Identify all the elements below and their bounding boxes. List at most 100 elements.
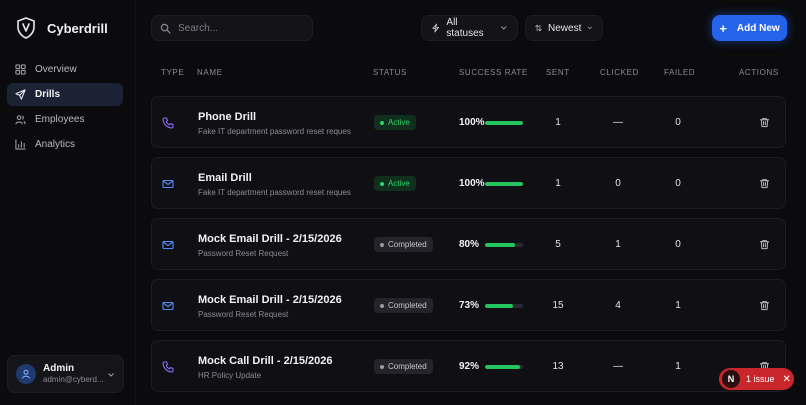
drills-table: Phone Drill Fake IT department password r…	[151, 96, 786, 401]
status-filter-dropdown[interactable]: All statuses	[421, 15, 518, 41]
shield-logo-icon	[17, 17, 35, 39]
sent-count: 1	[555, 117, 561, 128]
failed-count: 1	[675, 361, 681, 372]
sort-label: Newest	[548, 22, 582, 34]
drill-name-cell: Mock Call Drill - 2/15/2026 HR Policy Upd…	[198, 355, 368, 380]
clicked-count: 1	[615, 239, 621, 250]
success-rate-bar	[485, 120, 523, 125]
header-actions: ACTIONS	[739, 68, 779, 77]
trash-icon[interactable]	[759, 300, 770, 311]
failed-count: 0	[675, 178, 681, 189]
status-badge: Completed	[374, 359, 433, 374]
sort-dropdown[interactable]: Newest	[525, 15, 603, 41]
clicked-count: 0	[615, 178, 621, 189]
status-badge: Completed	[374, 298, 433, 313]
success-rate-fill	[485, 303, 513, 308]
sidebar-nav: Overview Drills Employees Analytics	[7, 58, 123, 158]
success-rate-fill	[485, 181, 523, 186]
table-header: TYPE NAME STATUS SUCCESS RATE SENT CLICK…	[151, 68, 786, 80]
header-sent: SENT	[546, 68, 570, 77]
avatar	[16, 364, 36, 384]
add-new-label: Add New	[736, 22, 780, 34]
failed-count: 0	[675, 239, 681, 250]
table-row[interactable]: Phone Drill Fake IT department password r…	[151, 96, 786, 148]
success-rate-value: 100%	[459, 117, 485, 128]
drill-description: HR Policy Update	[198, 371, 262, 380]
grid-icon	[15, 64, 26, 75]
success-rate-bar	[485, 364, 523, 369]
success-rate-value: 100%	[459, 178, 485, 189]
status-label: Completed	[388, 301, 427, 310]
close-icon[interactable]: ✕	[782, 373, 791, 385]
sidebar-item-overview[interactable]: Overview	[7, 58, 123, 81]
users-icon	[15, 115, 26, 125]
phone-icon	[162, 117, 174, 129]
trash-icon[interactable]	[759, 239, 770, 250]
status-dot	[380, 364, 384, 369]
status-dot	[380, 120, 384, 125]
table-row[interactable]: Mock Email Drill - 2/15/2026 Password Res…	[151, 279, 786, 331]
sidebar-item-analytics[interactable]: Analytics	[7, 133, 123, 156]
status-dot	[380, 242, 384, 247]
success-rate-fill	[485, 242, 516, 247]
n-logo-icon: N	[722, 370, 740, 388]
drill-description: Password Reset Request	[198, 310, 289, 319]
status-badge: Active	[374, 115, 416, 130]
success-rate-value: 92%	[459, 361, 480, 372]
failed-count: 1	[675, 300, 681, 311]
drill-description: Fake IT department password reset reques	[198, 188, 351, 197]
sent-count: 1	[555, 178, 561, 189]
brand[interactable]: Cyberdrill	[16, 17, 108, 39]
search-icon	[160, 23, 171, 33]
success-rate-value: 73%	[459, 300, 480, 311]
table-row[interactable]: Mock Email Drill - 2/15/2026 Password Res…	[151, 218, 786, 270]
drill-name: Mock Email Drill - 2/15/2026	[198, 233, 342, 245]
search-box[interactable]	[151, 15, 313, 41]
table-row[interactable]: Mock Call Drill - 2/15/2026 HR Policy Upd…	[151, 340, 786, 392]
user-name: Admin	[43, 362, 75, 374]
sidebar-item-employees[interactable]: Employees	[7, 108, 123, 131]
sent-count: 15	[552, 300, 564, 311]
bar-chart-icon	[15, 139, 26, 150]
drill-description: Password Reset Request	[198, 249, 289, 258]
success-rate: 80%	[459, 239, 523, 250]
status-badge: Active	[374, 176, 416, 191]
status-label: Completed	[388, 362, 427, 371]
brand-name: Cyberdrill	[47, 20, 108, 36]
sidebar: Cyberdrill Overview Drills	[0, 0, 136, 405]
success-rate-bar	[485, 181, 523, 186]
chevron-down-icon	[588, 26, 593, 30]
failed-count: 0	[675, 117, 681, 128]
user-email: admin@cyberd...	[43, 375, 104, 385]
user-info: Admin admin@cyberd...	[43, 363, 104, 386]
header-name: NAME	[197, 68, 223, 77]
status-dot	[380, 181, 384, 186]
trash-icon[interactable]	[759, 178, 770, 189]
search-input[interactable]	[178, 22, 298, 34]
status-badge: Completed	[374, 237, 433, 252]
user-icon	[22, 369, 30, 379]
success-rate: 73%	[459, 300, 523, 311]
status-label: Completed	[388, 240, 427, 249]
sidebar-item-label: Overview	[35, 64, 77, 75]
sent-count: 5	[555, 239, 561, 250]
header-success-rate: SUCCESS RATE	[459, 68, 528, 77]
success-rate: 100%	[459, 178, 523, 189]
drill-name-cell: Email Drill Fake IT department password r…	[198, 172, 368, 197]
chevron-down-icon	[501, 26, 507, 30]
user-menu[interactable]: Admin admin@cyberd...	[7, 355, 124, 393]
success-rate-fill	[485, 120, 523, 125]
status-label: Active	[388, 118, 410, 127]
drill-name-cell: Mock Email Drill - 2/15/2026 Password Res…	[198, 294, 368, 319]
sidebar-item-label: Analytics	[35, 139, 76, 150]
issue-count: 1 issue	[746, 374, 775, 384]
lightning-icon	[432, 23, 439, 33]
sidebar-item-drills[interactable]: Drills	[7, 83, 123, 106]
add-new-button[interactable]: + Add New	[712, 15, 787, 41]
sidebar-item-label: Drills	[35, 89, 61, 100]
trash-icon[interactable]	[759, 117, 770, 128]
status-label: Active	[388, 179, 410, 188]
table-row[interactable]: Email Drill Fake IT department password r…	[151, 157, 786, 209]
issue-toast[interactable]: N 1 issue ✕	[719, 368, 794, 390]
success-rate-bar	[485, 242, 523, 247]
